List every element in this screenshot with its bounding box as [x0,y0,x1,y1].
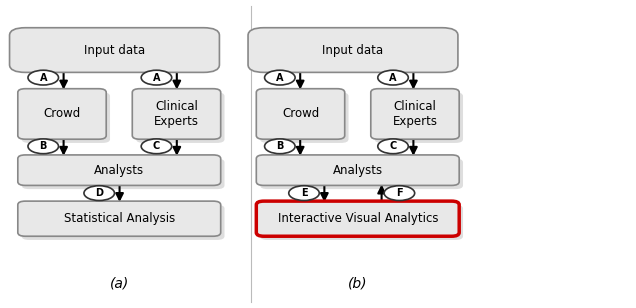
Circle shape [265,139,295,154]
Circle shape [84,186,114,201]
Circle shape [384,186,415,201]
Text: C: C [389,141,397,151]
FancyBboxPatch shape [256,89,345,139]
Text: Crowd: Crowd [282,107,319,120]
Text: Clinical
Experts: Clinical Experts [392,100,438,128]
Circle shape [265,70,295,85]
Circle shape [28,139,59,154]
Text: B: B [276,141,284,151]
Circle shape [141,139,172,154]
Text: Input data: Input data [322,43,384,57]
Circle shape [28,70,59,85]
Text: A: A [153,73,160,83]
FancyBboxPatch shape [18,201,221,236]
Circle shape [141,70,172,85]
Text: Statistical Analysis: Statistical Analysis [64,212,175,225]
Text: B: B [39,141,47,151]
Text: D: D [95,188,103,198]
Circle shape [289,186,319,201]
Text: Input data: Input data [84,43,145,57]
Text: Interactive Visual Analytics: Interactive Visual Analytics [277,212,438,225]
FancyBboxPatch shape [260,159,463,189]
FancyBboxPatch shape [371,89,459,139]
Text: A: A [389,73,397,83]
Text: (a): (a) [110,276,129,290]
Text: C: C [153,141,160,151]
FancyBboxPatch shape [256,201,459,236]
Text: (b): (b) [349,276,368,290]
Circle shape [378,70,408,85]
Text: Analysts: Analysts [94,164,144,177]
FancyBboxPatch shape [22,92,110,143]
FancyBboxPatch shape [10,28,219,72]
FancyBboxPatch shape [375,92,463,143]
Text: Clinical
Experts: Clinical Experts [154,100,199,128]
Text: E: E [301,188,307,198]
Text: A: A [39,73,47,83]
FancyBboxPatch shape [260,92,349,143]
FancyBboxPatch shape [18,155,221,185]
Text: Analysts: Analysts [333,164,383,177]
Text: Crowd: Crowd [43,107,81,120]
FancyBboxPatch shape [260,205,463,240]
FancyBboxPatch shape [22,35,215,72]
FancyBboxPatch shape [260,35,453,72]
Text: F: F [396,188,403,198]
FancyBboxPatch shape [132,89,221,139]
FancyBboxPatch shape [136,92,225,143]
FancyBboxPatch shape [256,155,459,185]
FancyBboxPatch shape [22,205,225,240]
FancyBboxPatch shape [248,28,458,72]
Circle shape [378,139,408,154]
FancyBboxPatch shape [18,89,106,139]
FancyBboxPatch shape [22,159,225,189]
Text: A: A [276,73,284,83]
